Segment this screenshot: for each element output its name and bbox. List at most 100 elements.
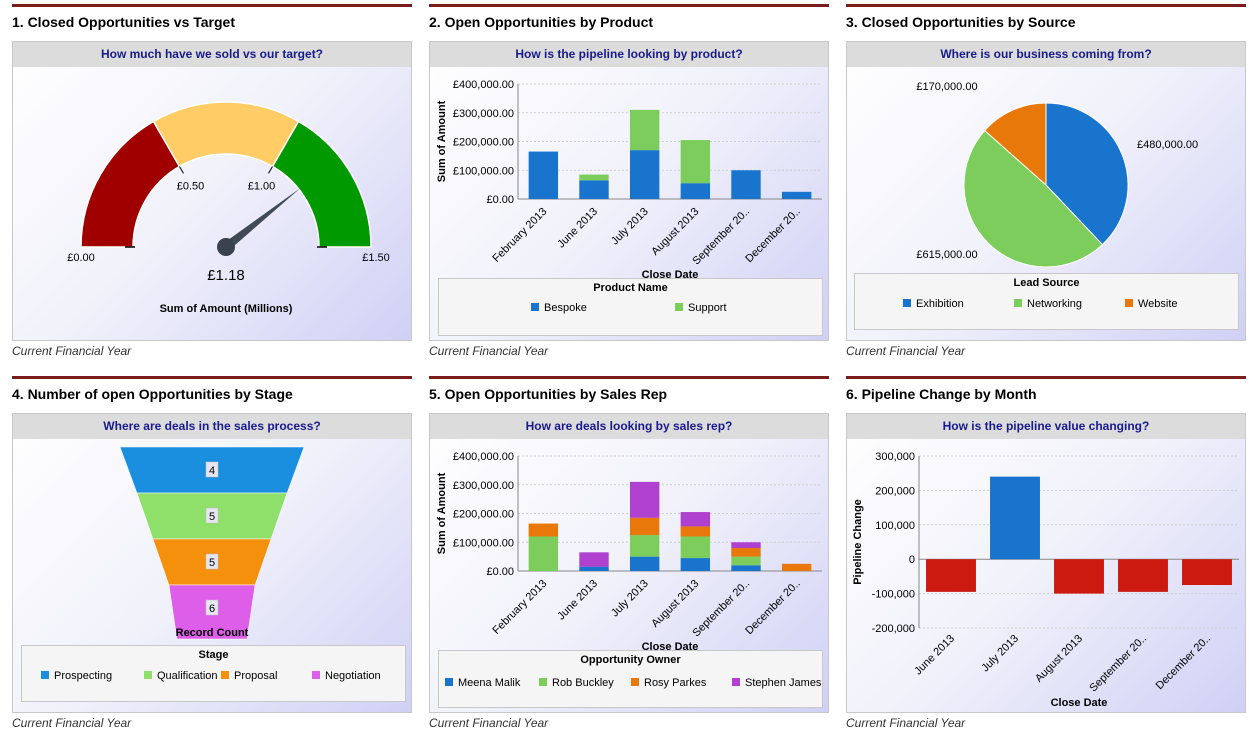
chart-card[interactable]: Where are deals in the sales process? 4 5… — [12, 413, 412, 713]
panel-title[interactable]: 5. Open Opportunities by Sales Rep — [429, 386, 668, 402]
y-tick-label: £200,000.00 — [453, 137, 514, 149]
gauge-tick-label: £1.00 — [248, 181, 276, 193]
legend-item[interactable]: Bespoke — [531, 302, 587, 314]
x-tick-label: June 2013 — [555, 578, 600, 623]
chart-question: Where are deals in the sales process? — [13, 414, 411, 439]
y-tick-label: £100,000.00 — [453, 537, 514, 549]
legend-item[interactable]: Networking — [1014, 298, 1082, 310]
panel-title[interactable]: 1. Closed Opportunities vs Target — [12, 14, 236, 30]
y-tick-label: 200,000 — [875, 485, 915, 497]
legend-swatch — [41, 671, 49, 679]
x-tick-label: August 2013 — [649, 578, 701, 630]
bar-chart[interactable]: -200,000 -100,000 0 100,000 200,000 300,000 Ju… — [847, 439, 1245, 712]
legend-item[interactable]: Proposal — [221, 670, 277, 682]
bar-segment — [731, 565, 761, 571]
stacked-bar-chart[interactable]: £0.00 £100,000.00 £200,000.00 £300,000.00 £4… — [430, 439, 828, 712]
title-rule — [429, 4, 829, 7]
y-tick-label: -100,000 — [872, 589, 915, 601]
legend-item[interactable]: Exhibition — [903, 298, 964, 310]
y-tick-label: £100,000.00 — [453, 165, 514, 177]
title-rule — [429, 376, 829, 379]
chart-question: How much have we sold vs our target? — [13, 42, 411, 67]
funnel-value-box — [205, 507, 219, 524]
chart-card[interactable]: How are deals looking by sales rep? £0.0… — [429, 413, 829, 713]
bar-segment — [629, 535, 660, 557]
legend-item[interactable]: Negotiation — [312, 670, 381, 682]
legend-item[interactable]: Meena Malik — [445, 677, 520, 689]
chart-question: How is the pipeline looking by product? — [430, 42, 828, 67]
legend-swatch — [1125, 299, 1133, 307]
bar-segment — [528, 536, 559, 571]
bar-segment — [629, 517, 660, 536]
x-tick-label: February 2013 — [490, 578, 549, 637]
y-tick-label: £300,000.00 — [453, 480, 514, 492]
panel-footer: Current Financial Year — [429, 344, 549, 358]
bar-segment — [579, 566, 609, 571]
pie-slice — [963, 129, 1104, 268]
gauge-chart[interactable]: £0.00 £0.50 £1.00 £1.50 £1.18 Sum of Amount (… — [13, 67, 411, 340]
legend-swatch — [903, 299, 911, 307]
bar-segment — [731, 548, 761, 557]
y-axis-label: Sum of Amount — [436, 100, 448, 182]
chart-legend: Stage Prospecting Qualification Proposal Ne… — [21, 645, 406, 702]
panel-title[interactable]: 2. Open Opportunities by Product — [429, 14, 654, 30]
title-rule — [12, 4, 412, 7]
bar-segment — [680, 140, 711, 184]
legend-swatch — [675, 303, 683, 311]
bar-segment — [528, 151, 559, 199]
pie-slice-label: £615,000.00 — [916, 249, 977, 261]
bar — [1054, 559, 1104, 594]
y-tick-label: £400,000.00 — [453, 451, 514, 463]
legend-item[interactable]: Support — [675, 302, 727, 314]
x-axis-label: Close Date — [1051, 697, 1108, 709]
legend-item[interactable]: Rob Buckley — [539, 677, 614, 689]
y-tick-label: 0 — [909, 554, 915, 566]
stacked-bar-chart[interactable]: £0.00 £100,000.00 £200,000.00 £300,000.00 £4… — [430, 67, 828, 340]
chart-question: How is the pipeline value changing? — [847, 414, 1245, 439]
chart-card[interactable]: How much have we sold vs our target? £0.… — [12, 41, 412, 341]
legend-label: Exhibition — [916, 298, 964, 310]
x-tick-label: December 20.. — [743, 578, 803, 638]
legend-swatch — [1014, 299, 1022, 307]
pie-chart[interactable]: £480,000.00£615,000.00£170,000.00Sum of … — [847, 67, 1245, 340]
bar-segment — [629, 556, 660, 571]
panel-title[interactable]: 4. Number of open Opportunities by Stage — [12, 386, 293, 402]
funnel-value-label: 4 — [209, 465, 215, 477]
legend-label: Website — [1138, 298, 1178, 310]
legend-swatch — [732, 678, 740, 686]
x-tick-label: August 2013 — [649, 206, 701, 258]
x-tick-label: December 20.. — [743, 206, 803, 266]
panel-title[interactable]: 3. Closed Opportunities by Source — [846, 14, 1076, 30]
chart-legend: Opportunity Owner Meena Malik Rob Buckley… — [438, 650, 823, 708]
gauge-needle-hub — [217, 238, 235, 256]
legend-item[interactable]: Qualification — [144, 670, 218, 682]
chart-card[interactable]: Where is our business coming from? £480,… — [846, 41, 1246, 341]
bar-segment — [680, 512, 711, 527]
bar-segment — [579, 174, 609, 181]
legend-item[interactable]: Stephen James — [732, 677, 821, 689]
chart-card[interactable]: How is the pipeline value changing? -200… — [846, 413, 1246, 713]
y-tick-label: £400,000.00 — [453, 79, 514, 91]
legend-item[interactable]: Rosy Parkes — [631, 677, 706, 689]
chart-legend: Product Name Bespoke Support — [438, 278, 823, 336]
legend-item[interactable]: Website — [1125, 298, 1178, 310]
bar-segment — [731, 542, 761, 548]
gauge-tick-label: £1.50 — [362, 252, 390, 264]
gauge-needle — [223, 187, 301, 251]
chart-card[interactable]: How is the pipeline looking by product? … — [429, 41, 829, 341]
funnel-chart[interactable]: 4 5 5 6 Record Count — [13, 439, 411, 712]
panel-title[interactable]: 6. Pipeline Change by Month — [846, 386, 1037, 402]
bar-segment — [629, 109, 660, 151]
gauge-band — [271, 120, 372, 248]
legend-swatch — [539, 678, 547, 686]
panel-footer: Current Financial Year — [12, 716, 132, 730]
y-tick-label: 100,000 — [875, 520, 915, 532]
bar-segment — [629, 150, 660, 199]
legend-label: Proposal — [234, 670, 278, 682]
title-rule — [846, 376, 1246, 379]
legend-item[interactable]: Prospecting — [41, 670, 112, 682]
bar-segment — [528, 523, 559, 537]
gauge-tick — [179, 166, 184, 174]
x-tick-label: February 2013 — [490, 206, 549, 265]
bar-segment — [781, 563, 812, 571]
